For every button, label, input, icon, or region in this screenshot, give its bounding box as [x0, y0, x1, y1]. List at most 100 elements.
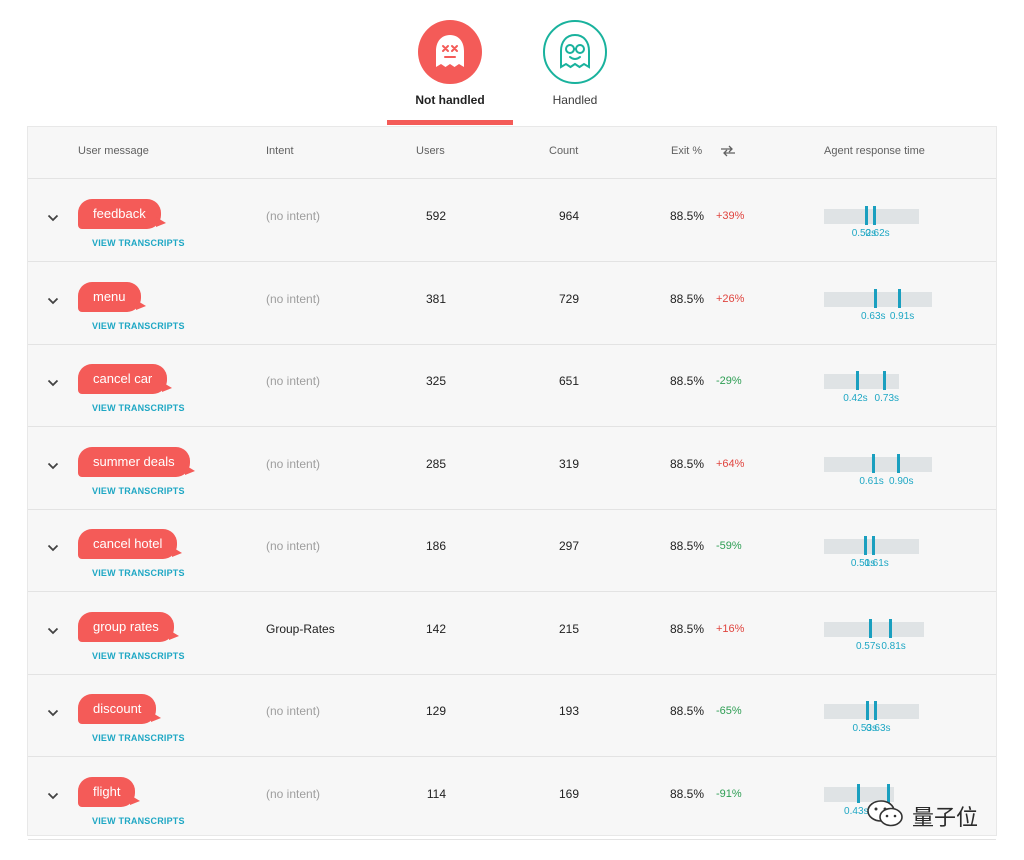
col-count[interactable]: Count — [549, 145, 579, 157]
intent-cell: (no intent) — [266, 704, 321, 718]
user-message-bubble[interactable]: feedback — [78, 199, 166, 229]
intent-cell: (no intent) — [266, 291, 321, 306]
response-time-high-marker — [887, 783, 891, 803]
response-time-track — [824, 704, 919, 719]
exit-delta-badge: -91% — [716, 787, 742, 800]
count-cell: 729 — [558, 291, 579, 306]
watermark-text: 量子位 — [912, 805, 979, 831]
tab-handled[interactable]: Handled — [512, 20, 638, 107]
col-agent-response-time[interactable]: Agent response time — [824, 145, 925, 157]
view-transcripts-link[interactable]: VIEW TRANSCRIPTS — [92, 815, 185, 826]
count-cell: 319 — [558, 456, 579, 471]
view-transcripts-link[interactable]: VIEW TRANSCRIPTS — [92, 403, 185, 413]
chevron-down-icon[interactable] — [42, 207, 64, 229]
response-time-high-marker — [897, 453, 900, 473]
response-time-low-label: 0.61s — [859, 475, 884, 487]
users-cell: 142 — [425, 621, 446, 636]
table-row[interactable]: menu VIEW TRANSCRIPTS (no intent) 381 72… — [28, 262, 996, 345]
tab-not-handled[interactable]: Not handled — [387, 20, 513, 107]
response-time-high-label: 0.61s — [864, 558, 889, 569]
user-message-bubble[interactable]: cancel hotel — [78, 529, 183, 559]
response-time-high-marker — [874, 701, 878, 720]
col-exit[interactable]: Exit % — [671, 145, 703, 157]
chevron-down-icon[interactable] — [42, 455, 64, 477]
exit-cell: 88.5% — [669, 621, 704, 636]
exit-cell: 88.5% — [669, 539, 704, 553]
response-time-low-marker — [868, 618, 872, 638]
exit-delta-badge: -59% — [716, 540, 742, 552]
response-time-high-label: 0.90s — [889, 475, 914, 487]
col-intent[interactable]: Intent — [266, 145, 294, 157]
intent-cell: (no intent) — [266, 374, 321, 388]
exit-cell: 88.5% — [669, 786, 704, 801]
response-time-track — [824, 374, 899, 389]
response-time-high-marker — [872, 536, 876, 555]
response-time-high-label: 0.81s — [881, 640, 906, 652]
tab-label: Handled — [552, 93, 598, 107]
response-time-low-label: 0.63s — [861, 310, 886, 322]
view-transcripts-link[interactable]: VIEW TRANSCRIPTS — [92, 485, 185, 496]
active-tab-indicator — [387, 120, 513, 125]
chevron-down-icon[interactable] — [42, 702, 64, 724]
exit-cell: 88.5% — [669, 704, 704, 718]
user-message-bubble[interactable]: flight — [78, 776, 141, 807]
response-time-high-label: 0.91s — [889, 310, 915, 322]
count-cell: 964 — [558, 209, 579, 223]
users-cell: 592 — [425, 209, 446, 223]
count-cell: 651 — [558, 374, 579, 388]
exit-delta-badge: +39% — [716, 210, 745, 222]
chevron-down-icon[interactable] — [42, 620, 64, 642]
response-time-low-label: 0.53s — [852, 723, 878, 734]
response-time-low-label: 0.51s — [850, 558, 876, 569]
response-time-low-label: 0.42s — [843, 393, 868, 404]
response-time-low-marker — [864, 206, 868, 225]
user-message-bubble[interactable]: summer deals — [78, 446, 195, 477]
count-cell: 193 — [558, 704, 579, 718]
intent-cell: (no intent) — [266, 786, 321, 801]
watermark: 量子位 — [866, 798, 978, 833]
table-row[interactable]: cancel hotel VIEW TRANSCRIPTS (no intent… — [28, 509, 996, 592]
col-users[interactable]: Users — [416, 145, 445, 157]
user-message-bubble[interactable]: cancel car — [78, 364, 173, 394]
chevron-down-icon[interactable] — [42, 537, 64, 559]
exit-delta-badge: -65% — [716, 705, 742, 717]
table-row[interactable]: cancel car VIEW TRANSCRIPTS (no intent) … — [28, 344, 996, 427]
response-time-low-marker — [874, 288, 878, 308]
user-message-bubble[interactable]: discount — [78, 694, 162, 724]
response-time-track — [824, 539, 919, 554]
response-time-high-marker — [873, 206, 877, 225]
glasses-face-icon — [543, 20, 607, 84]
view-transcripts-link[interactable]: VIEW TRANSCRIPTS — [92, 733, 185, 743]
user-message-bubble[interactable]: menu — [78, 281, 146, 312]
chevron-down-icon[interactable] — [42, 785, 64, 807]
view-transcripts-link[interactable]: VIEW TRANSCRIPTS — [92, 650, 185, 661]
response-time-track — [824, 291, 932, 307]
count-cell: 169 — [558, 786, 579, 801]
table-row[interactable]: feedback VIEW TRANSCRIPTS (no intent) 59… — [28, 179, 996, 262]
users-cell: 114 — [426, 786, 446, 801]
table-row[interactable]: flight VIEW TRANSCRIPTS (no intent) 114 … — [28, 757, 996, 840]
response-time-high-marker — [889, 618, 893, 638]
exit-cell: 88.5% — [669, 456, 704, 471]
view-transcripts-link[interactable]: VIEW TRANSCRIPTS — [92, 568, 185, 578]
table-row[interactable]: discount VIEW TRANSCRIPTS (no intent) 12… — [28, 674, 996, 757]
exit-delta-badge: +26% — [716, 292, 745, 305]
exit-cell: 88.5% — [669, 374, 704, 388]
exit-delta-badge: -29% — [716, 375, 742, 387]
swap-arrows-icon[interactable] — [720, 144, 736, 162]
view-transcripts-link[interactable]: VIEW TRANSCRIPTS — [92, 238, 185, 248]
user-message-bubble[interactable]: group rates — [78, 611, 179, 642]
col-user-message[interactable]: User message — [78, 145, 149, 157]
intent-cell: Group-Rates — [266, 621, 335, 636]
intent-cell: (no intent) — [266, 456, 321, 471]
response-time-high-marker — [882, 371, 886, 390]
chevron-down-icon[interactable] — [42, 372, 64, 394]
users-cell: 129 — [425, 704, 446, 718]
table-row[interactable]: summer deals VIEW TRANSCRIPTS (no intent… — [28, 427, 996, 510]
users-cell: 285 — [425, 456, 446, 471]
view-transcripts-link[interactable]: VIEW TRANSCRIPTS — [92, 320, 185, 331]
response-time-low-marker — [857, 783, 861, 803]
table-row[interactable]: group rates VIEW TRANSCRIPTS Group-Rates… — [28, 592, 996, 675]
exit-cell: 88.5% — [669, 291, 704, 306]
chevron-down-icon[interactable] — [42, 290, 64, 312]
